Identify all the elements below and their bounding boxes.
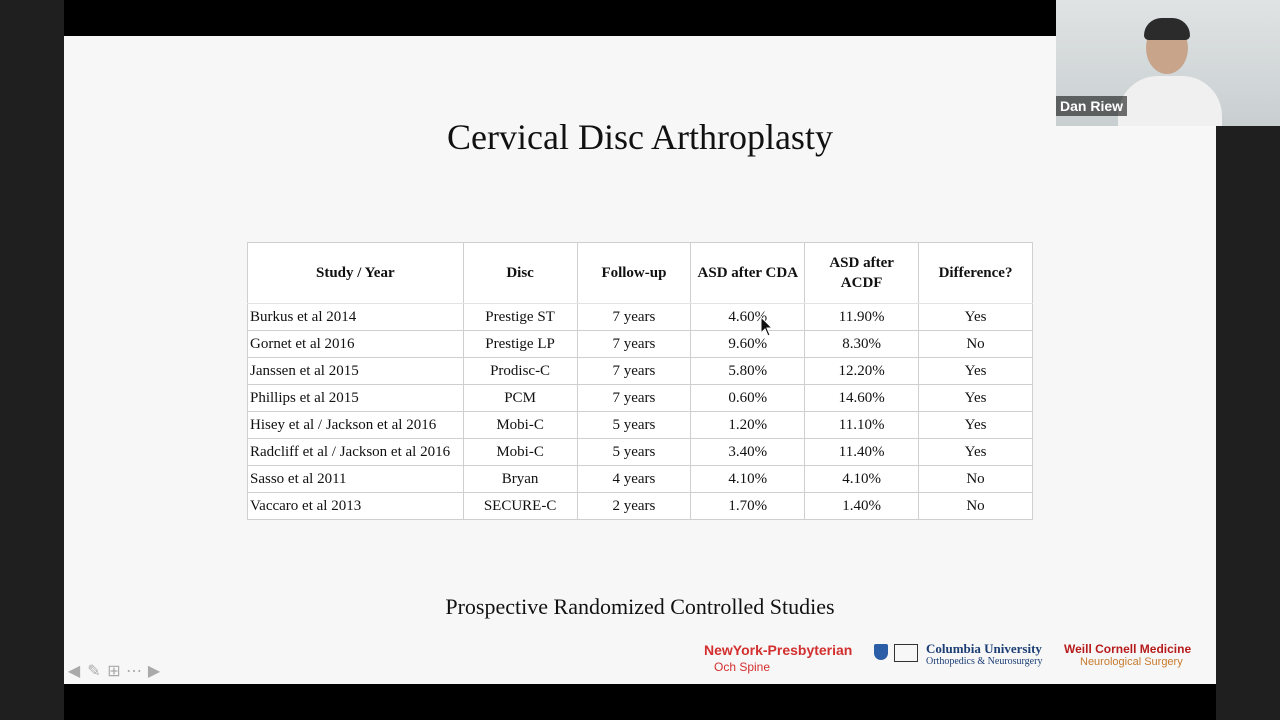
shared-slide: Cervical Disc Arthroplasty Study / Year …	[64, 36, 1216, 684]
cell-asd-cda: 1.70%	[690, 492, 806, 520]
cell-asd-acdf: 11.40%	[804, 438, 920, 466]
cell-disc: SECURE-C	[462, 492, 578, 520]
cell-difference: Yes	[918, 438, 1033, 466]
cell-asd-cda: 9.60%	[690, 330, 806, 358]
cell-disc: Prestige ST	[462, 303, 578, 331]
cell-asd-acdf: 4.10%	[804, 465, 920, 493]
header-follow-up: Follow-up	[576, 242, 692, 304]
cell-study: Burkus et al 2014	[247, 303, 464, 331]
nyp-logo-sub: Och Spine	[714, 660, 771, 674]
cell-study: Gornet et al 2016	[247, 330, 464, 358]
cell-asd-acdf: 14.60%	[804, 384, 920, 412]
cell-study: Radcliff et al / Jackson et al 2016	[247, 438, 464, 466]
participant-name-tag: Dan Riew	[1056, 96, 1128, 116]
participant-video-hair	[1144, 18, 1190, 40]
cell-study: Phillips et al 2015	[247, 384, 464, 412]
cell-disc: Mobi-C	[462, 411, 578, 439]
cell-asd-acdf: 1.40%	[804, 492, 920, 520]
cell-study: Janssen et al 2015	[247, 357, 464, 385]
header-difference: Difference?	[918, 242, 1033, 304]
mouse-cursor-icon	[760, 316, 774, 337]
more-options-icon[interactable]: ⋯	[126, 663, 142, 680]
cell-follow-up: 7 years	[576, 357, 692, 385]
cell-disc: Mobi-C	[462, 438, 578, 466]
table-row: Janssen et al 2015 Prodisc-C 7 years 5.8…	[247, 357, 1033, 385]
cell-asd-acdf: 11.10%	[804, 411, 920, 439]
nyp-logo: NewYork-Presbyterian Och Spine	[704, 642, 852, 674]
weill-logo-sub: Neurological Surgery	[1080, 656, 1183, 668]
cell-follow-up: 5 years	[576, 411, 692, 439]
table-row: Phillips et al 2015 PCM 7 years 0.60% 14…	[247, 384, 1033, 412]
cell-disc: Prodisc-C	[462, 357, 578, 385]
cell-follow-up: 7 years	[576, 384, 692, 412]
table-row: Gornet et al 2016 Prestige LP 7 years 9.…	[247, 330, 1033, 358]
nyp-logo-name: NewYork-Presbyterian	[704, 642, 853, 658]
columbia-logo-name: Columbia University	[926, 641, 1042, 656]
header-disc: Disc	[462, 242, 578, 304]
cell-study: Vaccaro et al 2013	[247, 492, 464, 520]
pen-icon[interactable]: ✎	[87, 663, 101, 680]
cell-asd-acdf: 12.20%	[804, 357, 920, 385]
prev-arrow-icon[interactable]: ◀	[67, 663, 81, 680]
cell-difference: Yes	[918, 384, 1033, 412]
cell-follow-up: 7 years	[576, 330, 692, 358]
columbia-logo: Columbia University Orthopedics & Neuros…	[874, 642, 1042, 668]
columbia-logo-sub: Orthopedics & Neurosurgery	[926, 656, 1043, 667]
participant-video-tile[interactable]: Dan Riew	[1056, 0, 1280, 126]
weill-logo-name: Weill Cornell Medicine	[1064, 642, 1192, 656]
slide-subtitle: Prospective Randomized Controlled Studie…	[445, 594, 835, 619]
table-row: Burkus et al 2014 Prestige ST 7 years 4.…	[247, 303, 1033, 331]
cell-follow-up: 5 years	[576, 438, 692, 466]
cell-follow-up: 7 years	[576, 303, 692, 331]
table-row: Sasso et al 2011 Bryan 4 years 4.10% 4.1…	[247, 465, 1033, 493]
next-arrow-icon[interactable]: ▶	[147, 663, 161, 680]
slide-nav-controls: ◀ ✎ ⊞ ⋯ ▶	[66, 664, 162, 680]
crest-icon	[894, 644, 918, 662]
cell-asd-acdf: 11.90%	[804, 303, 920, 331]
header-study-year: Study / Year	[247, 242, 464, 304]
cell-difference: No	[918, 492, 1033, 520]
cell-asd-cda: 1.20%	[690, 411, 806, 439]
cell-disc: Prestige LP	[462, 330, 578, 358]
cell-difference: Yes	[918, 411, 1033, 439]
cell-asd-cda: 3.40%	[690, 438, 806, 466]
cell-difference: Yes	[918, 357, 1033, 385]
cell-asd-cda: 4.60%	[690, 303, 806, 331]
cell-follow-up: 2 years	[576, 492, 692, 520]
header-asd-acdf: ASD after ACDF	[804, 242, 920, 304]
cell-disc: Bryan	[462, 465, 578, 493]
cell-asd-cda: 5.80%	[690, 357, 806, 385]
slides-grid-icon[interactable]: ⊞	[107, 663, 121, 680]
table-row: Radcliff et al / Jackson et al 2016 Mobi…	[247, 438, 1033, 466]
cell-study: Hisey et al / Jackson et al 2016	[247, 411, 464, 439]
left-pillarbox	[0, 0, 64, 720]
cell-asd-cda: 4.10%	[690, 465, 806, 493]
cell-difference: No	[918, 465, 1033, 493]
table-row: Hisey et al / Jackson et al 2016 Mobi-C …	[247, 411, 1033, 439]
table-row: Vaccaro et al 2013 SECURE-C 2 years 1.70…	[247, 492, 1033, 520]
columbia-shield-icon	[874, 644, 888, 660]
participant-video-figure	[1118, 76, 1222, 126]
table-header-row: Study / Year Disc Follow-up ASD after CD…	[247, 242, 1033, 304]
cell-disc: PCM	[462, 384, 578, 412]
weill-cornell-logo: Weill Cornell Medicine Neurological Surg…	[1064, 642, 1191, 669]
cell-follow-up: 4 years	[576, 465, 692, 493]
cell-difference: Yes	[918, 303, 1033, 331]
study-table: Study / Year Disc Follow-up ASD after CD…	[247, 242, 1033, 520]
cell-asd-acdf: 8.30%	[804, 330, 920, 358]
slide-title: Cervical Disc Arthroplasty	[447, 117, 833, 157]
cell-study: Sasso et al 2011	[247, 465, 464, 493]
cell-asd-cda: 0.60%	[690, 384, 806, 412]
cell-difference: No	[918, 330, 1033, 358]
header-asd-cda: ASD after CDA	[690, 242, 806, 304]
